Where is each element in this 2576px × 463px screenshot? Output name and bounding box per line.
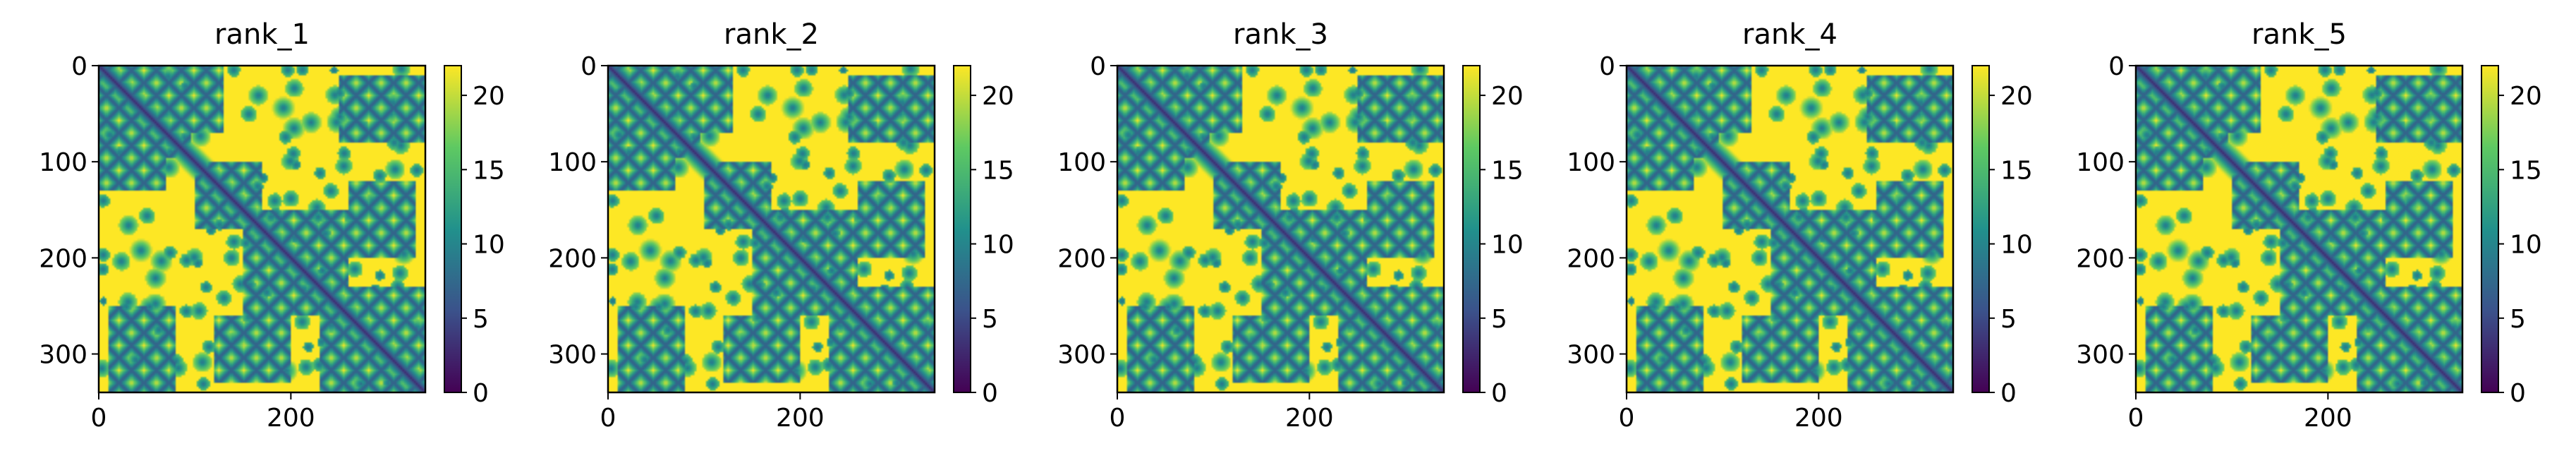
colorbar-tick-label: 5 bbox=[1491, 305, 1507, 334]
heatmap-image bbox=[1627, 66, 1953, 392]
colorbar-tick-label: 20 bbox=[473, 82, 505, 111]
y-tick-label: 200 bbox=[2076, 244, 2125, 273]
colorbar-tick-label: 15 bbox=[473, 156, 505, 185]
colorbar-tick-label: 0 bbox=[473, 379, 489, 408]
colorbar-tick-label: 20 bbox=[2510, 82, 2542, 111]
y-tick-label: 300 bbox=[2076, 341, 2125, 370]
x-tick-label: 200 bbox=[2304, 404, 2352, 433]
heatmap-image bbox=[2136, 66, 2462, 392]
y-tick-label: 300 bbox=[1057, 341, 1106, 370]
x-tick-label: 200 bbox=[1285, 404, 1334, 433]
heatmap-panel: rank_2 0 200 0 100 200 300 0 5 10 15 20 bbox=[548, 18, 1014, 433]
axes-frame bbox=[1116, 64, 1445, 394]
x-tick-label: 200 bbox=[776, 404, 825, 433]
x-tick-label: 200 bbox=[267, 404, 315, 433]
y-tick-label: 0 bbox=[581, 52, 597, 81]
x-tick-label: 0 bbox=[1110, 404, 1126, 433]
y-tick-label: 200 bbox=[1057, 244, 1106, 273]
heatmap-panel: rank_4 0 200 0 100 200 300 0 5 10 15 20 bbox=[1567, 18, 2033, 433]
axes-frame bbox=[97, 64, 427, 394]
y-tick-label: 0 bbox=[1599, 52, 1615, 81]
colorbar-tick-label: 0 bbox=[2510, 379, 2526, 408]
panel-title: rank_3 bbox=[1233, 18, 1328, 51]
heatmap-image bbox=[1117, 66, 1444, 392]
colorbar-tick-label: 10 bbox=[1491, 231, 1524, 260]
y-tick-label: 100 bbox=[1567, 148, 1615, 177]
colorbar-tick-label: 10 bbox=[2000, 231, 2033, 260]
y-tick-label: 300 bbox=[1567, 341, 1615, 370]
y-tick-label: 100 bbox=[1057, 148, 1106, 177]
colorbar-tick-label: 10 bbox=[2510, 231, 2542, 260]
y-tick-label: 100 bbox=[548, 148, 597, 177]
heatmap-image bbox=[99, 66, 425, 392]
axes-frame bbox=[607, 64, 936, 394]
heatmap-panel: rank_1 0 200 0 100 200 300 0 5 10 15 20 bbox=[39, 18, 505, 433]
panel-title: rank_2 bbox=[724, 18, 819, 51]
axes-frame bbox=[1625, 64, 1955, 394]
colorbar-tick-label: 20 bbox=[982, 82, 1014, 111]
y-tick-label: 100 bbox=[2076, 148, 2125, 177]
colorbar-tick-label: 15 bbox=[1491, 156, 1524, 185]
y-tick-label: 0 bbox=[1090, 52, 1106, 81]
x-tick-label: 0 bbox=[600, 404, 616, 433]
colorbar bbox=[2481, 65, 2499, 393]
heatmap-panel: rank_3 0 200 0 100 200 300 0 5 10 15 20 bbox=[1057, 18, 1524, 433]
y-tick-label: 300 bbox=[548, 341, 597, 370]
colorbar-tick-label: 5 bbox=[473, 305, 489, 334]
panel-title: rank_5 bbox=[2252, 18, 2347, 51]
x-tick-label: 200 bbox=[1794, 404, 1843, 433]
y-tick-label: 100 bbox=[39, 148, 87, 177]
y-tick-label: 200 bbox=[1567, 244, 1615, 273]
panel-title: rank_1 bbox=[214, 18, 310, 51]
colorbar-tick-label: 20 bbox=[1491, 82, 1524, 111]
colorbar-tick-label: 20 bbox=[2000, 82, 2033, 111]
colorbar-tick-label: 15 bbox=[982, 156, 1014, 185]
x-tick-label: 0 bbox=[2128, 404, 2144, 433]
colorbar-tick-label: 0 bbox=[2000, 379, 2017, 408]
y-tick-label: 0 bbox=[2108, 52, 2125, 81]
colorbar-tick-label: 5 bbox=[2510, 305, 2526, 334]
y-tick-label: 200 bbox=[39, 244, 87, 273]
colorbar-tick-label: 0 bbox=[982, 379, 998, 408]
colorbar bbox=[953, 65, 971, 393]
colorbar-tick-label: 0 bbox=[1491, 379, 1507, 408]
y-tick-label: 200 bbox=[548, 244, 597, 273]
panel-title: rank_4 bbox=[1742, 18, 1837, 51]
colorbar bbox=[1972, 65, 1990, 393]
heatmap-image bbox=[608, 66, 935, 392]
axes-frame bbox=[2134, 64, 2464, 394]
colorbar-tick-label: 5 bbox=[982, 305, 998, 334]
colorbar-tick-label: 5 bbox=[2000, 305, 2017, 334]
colorbar-tick-label: 15 bbox=[2000, 156, 2033, 185]
colorbar bbox=[1462, 65, 1481, 393]
colorbar bbox=[444, 65, 462, 393]
x-tick-label: 0 bbox=[1619, 404, 1635, 433]
colorbar-tick-label: 10 bbox=[982, 231, 1014, 260]
y-tick-label: 0 bbox=[71, 52, 87, 81]
y-tick-label: 300 bbox=[39, 341, 87, 370]
colorbar-tick-label: 15 bbox=[2510, 156, 2542, 185]
colorbar-tick-label: 10 bbox=[473, 231, 505, 260]
heatmap-panel: rank_5 0 200 0 100 200 300 0 5 10 15 20 bbox=[2076, 18, 2542, 433]
x-tick-label: 0 bbox=[91, 404, 107, 433]
